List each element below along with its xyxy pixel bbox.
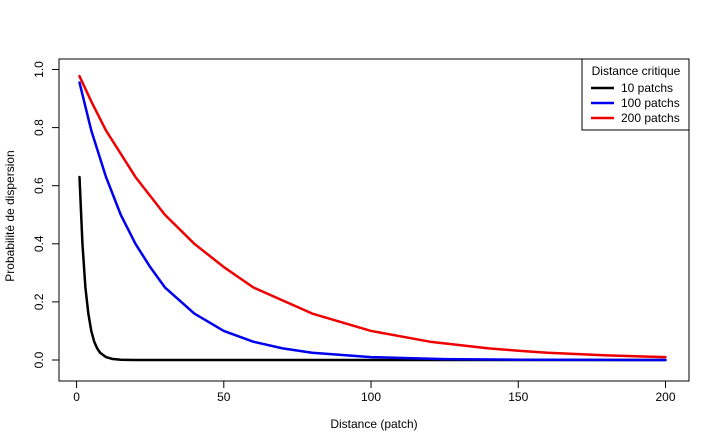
series-layer <box>78 74 667 362</box>
y-tick-label: 0.8 <box>32 119 46 136</box>
y-axis: 0.0 0.2 0.4 0.6 0.8 1.0 <box>32 61 60 368</box>
x-tick-label: 50 <box>217 390 231 404</box>
y-tick-label: 0.4 <box>32 235 46 252</box>
legend-label: 10 patchs <box>621 81 673 95</box>
y-tick-label: 0.0 <box>32 351 46 368</box>
x-tick-label: 0 <box>73 390 80 404</box>
legend-title: Distance critique <box>592 64 681 78</box>
y-tick-label: 0.2 <box>32 293 46 310</box>
x-tick-label: 100 <box>361 390 381 404</box>
x-axis: 0 50 100 150 200 <box>73 380 676 404</box>
legend-label: 200 patchs <box>621 111 680 125</box>
x-tick-label: 200 <box>655 390 675 404</box>
series-line-3 <box>78 74 667 359</box>
y-tick-label: 0.6 <box>32 177 46 194</box>
y-tick-label: 1.0 <box>32 61 46 78</box>
series-line-1 <box>78 175 667 362</box>
x-axis-label: Distance (patch) <box>330 417 417 431</box>
y-axis-label: Probabilité de dispersion <box>3 150 17 281</box>
x-tick-label: 150 <box>508 390 528 404</box>
series-line-2 <box>78 81 667 362</box>
legend-label: 100 patchs <box>621 96 680 110</box>
